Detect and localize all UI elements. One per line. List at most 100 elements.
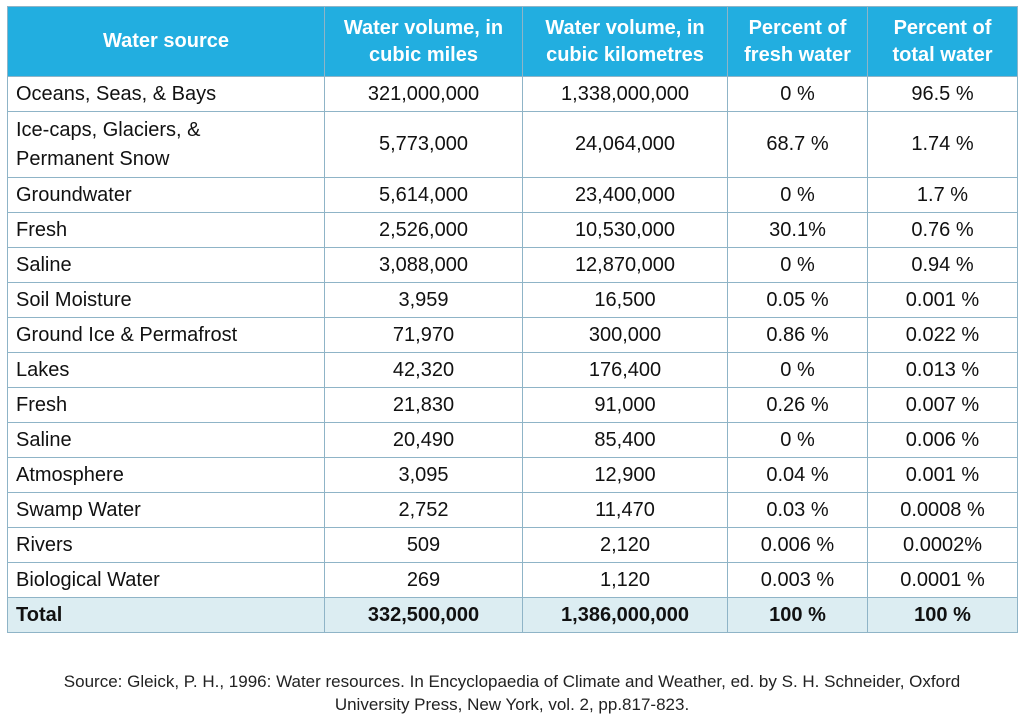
cubic-miles-cell: 42,320 bbox=[324, 352, 523, 388]
table-row: Ground Ice & Permafrost 71,970 300,000 0.86… bbox=[7, 317, 1018, 353]
cubic-miles-cell: 321,000,000 bbox=[324, 76, 523, 112]
water-source-cell: Saline bbox=[7, 422, 325, 458]
total-percent-fresh: 100 % bbox=[727, 597, 868, 633]
water-source-cell: Swamp Water bbox=[7, 492, 325, 528]
percent-total-cell: 0.0001 % bbox=[867, 562, 1018, 598]
percent-total-cell: 1.74 % bbox=[867, 111, 1018, 178]
header-volume-cubic-km: Water volume, in cubic kilometres bbox=[522, 6, 728, 77]
cubic-km-cell: 16,500 bbox=[522, 282, 728, 318]
percent-total-cell: 0.001 % bbox=[867, 457, 1018, 493]
cubic-miles-cell: 509 bbox=[324, 527, 523, 563]
percent-total-cell: 0.001 % bbox=[867, 282, 1018, 318]
percent-fresh-cell: 0.26 % bbox=[727, 387, 868, 423]
cubic-km-cell: 91,000 bbox=[522, 387, 728, 423]
table-row: Biological Water 269 1,120 0.003 % 0.0001 % bbox=[7, 562, 1018, 598]
table-footer: Total 332,500,000 1,386,000,000 100 % 10… bbox=[7, 597, 1018, 633]
water-source-cell: Fresh bbox=[7, 212, 325, 248]
water-source-cell: Oceans, Seas, & Bays bbox=[7, 76, 325, 112]
source-citation-line-2: University Press, New York, vol. 2, pp.8… bbox=[334, 695, 690, 714]
percent-fresh-cell: 0.003 % bbox=[727, 562, 868, 598]
percent-total-cell: 0.0008 % bbox=[867, 492, 1018, 528]
cubic-km-cell: 24,064,000 bbox=[522, 111, 728, 178]
total-percent-total: 100 % bbox=[867, 597, 1018, 633]
table-row: Oceans, Seas, & Bays 321,000,000 1,338,000… bbox=[7, 76, 1018, 112]
percent-total-cell: 96.5 % bbox=[867, 76, 1018, 112]
percent-total-cell: 0.022 % bbox=[867, 317, 1018, 353]
cubic-miles-cell: 3,095 bbox=[324, 457, 523, 493]
percent-fresh-cell: 68.7 % bbox=[727, 111, 868, 178]
table-row: Saline 20,490 85,400 0 % 0.006 % bbox=[7, 422, 1018, 458]
cubic-km-cell: 176,400 bbox=[522, 352, 728, 388]
cubic-km-cell: 23,400,000 bbox=[522, 177, 728, 213]
percent-fresh-cell: 0.03 % bbox=[727, 492, 868, 528]
table-row: Lakes 42,320 176,400 0 % 0.013 % bbox=[7, 352, 1018, 388]
water-source-cell: Atmosphere bbox=[7, 457, 325, 493]
cubic-miles-cell: 2,526,000 bbox=[324, 212, 523, 248]
table-body: Oceans, Seas, & Bays 321,000,000 1,338,000… bbox=[7, 76, 1018, 598]
cubic-miles-cell: 3,959 bbox=[324, 282, 523, 318]
cubic-km-cell: 11,470 bbox=[522, 492, 728, 528]
table-row: Fresh 21,830 91,000 0.26 % 0.007 % bbox=[7, 387, 1018, 423]
header-water-source: Water source bbox=[7, 6, 325, 77]
total-cubic-miles: 332,500,000 bbox=[324, 597, 523, 633]
water-distribution-table: Water source Water volume, in cubic mile… bbox=[7, 6, 1018, 633]
total-cubic-km: 1,386,000,000 bbox=[522, 597, 728, 633]
cubic-km-cell: 85,400 bbox=[522, 422, 728, 458]
table-row: Atmosphere 3,095 12,900 0.04 % 0.001 % bbox=[7, 457, 1018, 493]
percent-total-cell: 0.0002% bbox=[867, 527, 1018, 563]
percent-fresh-cell: 0 % bbox=[727, 76, 868, 112]
percent-fresh-cell: 0.04 % bbox=[727, 457, 868, 493]
water-source-cell: Saline bbox=[7, 247, 325, 283]
source-citation: Source: Gleick, P. H., 1996: Water resou… bbox=[10, 670, 1014, 716]
cubic-km-cell: 12,870,000 bbox=[522, 247, 728, 283]
water-source-cell: Ice-caps, Glaciers, & Permanent Snow bbox=[7, 111, 325, 178]
percent-total-cell: 0.94 % bbox=[867, 247, 1018, 283]
water-source-cell: Ground Ice & Permafrost bbox=[7, 317, 325, 353]
total-label: Total bbox=[7, 597, 325, 633]
table-row: Groundwater 5,614,000 23,400,000 0 % 1.7 % bbox=[7, 177, 1018, 213]
header-percent-total: Percent of total water bbox=[867, 6, 1018, 77]
header-row: Water source Water volume, in cubic mile… bbox=[7, 6, 1018, 77]
source-citation-line-1: Source: Gleick, P. H., 1996: Water resou… bbox=[63, 672, 961, 691]
table-header: Water source Water volume, in cubic mile… bbox=[7, 6, 1018, 77]
cubic-km-cell: 10,530,000 bbox=[522, 212, 728, 248]
cubic-km-cell: 2,120 bbox=[522, 527, 728, 563]
table-row: Rivers 509 2,120 0.006 % 0.0002% bbox=[7, 527, 1018, 563]
table-row: Saline 3,088,000 12,870,000 0 % 0.94 % bbox=[7, 247, 1018, 283]
water-source-cell: Biological Water bbox=[7, 562, 325, 598]
percent-fresh-cell: 0.86 % bbox=[727, 317, 868, 353]
cubic-miles-cell: 5,614,000 bbox=[324, 177, 523, 213]
cubic-miles-cell: 3,088,000 bbox=[324, 247, 523, 283]
percent-fresh-cell: 0 % bbox=[727, 177, 868, 213]
cubic-km-cell: 1,338,000,000 bbox=[522, 76, 728, 112]
cubic-miles-cell: 269 bbox=[324, 562, 523, 598]
cubic-miles-cell: 20,490 bbox=[324, 422, 523, 458]
water-source-cell: Soil Moisture bbox=[7, 282, 325, 318]
table-row: Fresh 2,526,000 10,530,000 30.1% 0.76 % bbox=[7, 212, 1018, 248]
table-row: Swamp Water 2,752 11,470 0.03 % 0.0008 % bbox=[7, 492, 1018, 528]
percent-total-cell: 0.006 % bbox=[867, 422, 1018, 458]
table-row: Ice-caps, Glaciers, & Permanent Snow 5,77… bbox=[7, 111, 1018, 178]
header-percent-fresh: Percent of fresh water bbox=[727, 6, 868, 77]
water-source-cell: Lakes bbox=[7, 352, 325, 388]
cubic-km-cell: 300,000 bbox=[522, 317, 728, 353]
table-row: Soil Moisture 3,959 16,500 0.05 % 0.001 % bbox=[7, 282, 1018, 318]
percent-fresh-cell: 30.1% bbox=[727, 212, 868, 248]
percent-total-cell: 0.007 % bbox=[867, 387, 1018, 423]
cubic-miles-cell: 21,830 bbox=[324, 387, 523, 423]
percent-fresh-cell: 0.05 % bbox=[727, 282, 868, 318]
percent-fresh-cell: 0 % bbox=[727, 422, 868, 458]
percent-fresh-cell: 0 % bbox=[727, 247, 868, 283]
cubic-km-cell: 1,120 bbox=[522, 562, 728, 598]
water-source-cell: Fresh bbox=[7, 387, 325, 423]
total-row: Total 332,500,000 1,386,000,000 100 % 10… bbox=[7, 597, 1018, 633]
cubic-miles-cell: 5,773,000 bbox=[324, 111, 523, 178]
percent-total-cell: 0.76 % bbox=[867, 212, 1018, 248]
cubic-km-cell: 12,900 bbox=[522, 457, 728, 493]
water-source-cell: Rivers bbox=[7, 527, 325, 563]
percent-fresh-cell: 0.006 % bbox=[727, 527, 868, 563]
percent-fresh-cell: 0 % bbox=[727, 352, 868, 388]
cubic-miles-cell: 2,752 bbox=[324, 492, 523, 528]
cubic-miles-cell: 71,970 bbox=[324, 317, 523, 353]
